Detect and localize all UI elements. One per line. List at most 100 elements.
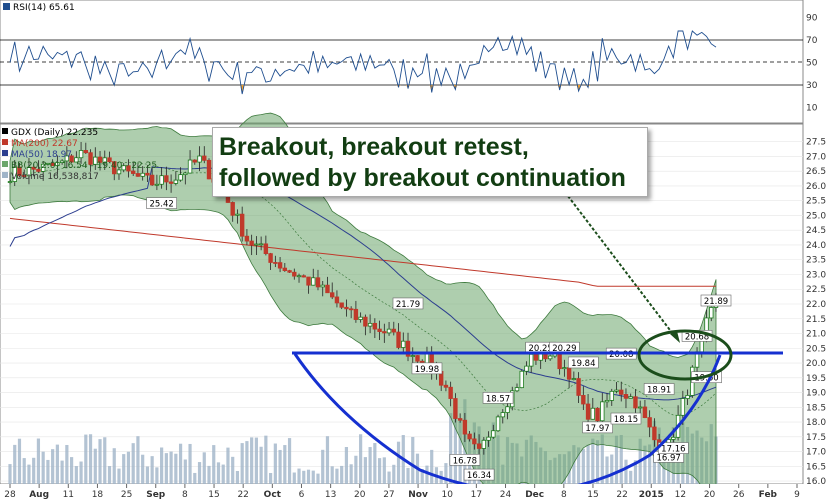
price-label-box [700,294,732,307]
bollinger-mid-line [9,162,717,416]
rsi-tick: 10 [806,104,818,114]
volume-bar [586,444,590,484]
candle-body [339,302,344,308]
price-tick: 17.5 [806,433,826,443]
price-tick: 23.0 [806,270,826,280]
price-tick: 17.0 [806,448,826,458]
volume-bar [155,467,159,484]
volume-bar [344,447,349,484]
x-tick-label: 20 [704,490,716,500]
price-label: 19.98 [415,365,439,375]
candle-body [637,406,643,409]
candle-body [40,163,46,172]
volume-bar [368,447,372,484]
price-label: 20.25 [529,344,553,354]
candle-body [562,367,567,370]
candle-body [600,401,605,422]
candle-body [642,406,648,418]
volume-bar [458,419,462,484]
candle-body [93,156,98,165]
volume-bar [174,453,178,484]
price-label: 16.97 [656,453,680,463]
volume-bar [591,438,595,484]
candle-body [505,406,510,413]
volume-bar [103,437,107,484]
price-tick: 22.5 [806,285,826,295]
price-tick: 19.0 [806,389,826,399]
volume-bar [283,445,287,484]
volume-bar [321,449,325,484]
annotation-box: Breakout, breakout retest, followed by b… [212,127,648,197]
volume-bar [79,461,83,484]
date-axis-strip [0,484,833,501]
candle-body [457,418,463,421]
volume-bar [141,454,145,484]
x-tick-label: 15 [587,490,598,500]
volume-bar [605,456,609,484]
candle-body [83,150,89,154]
candle-body [296,275,302,278]
volume-bar [150,456,154,484]
candle-body [192,159,197,163]
volume-bar [292,472,296,484]
candle-body [571,378,577,380]
candle-body [524,365,529,372]
volume-bar [112,448,116,484]
volume-bar [93,448,97,484]
price-label: 16.78 [453,456,477,466]
price-label-box [568,356,599,369]
volume-bar [22,458,26,484]
legend: GDX (Daily) 22.235 MA(200) 22.67 MA(50) … [2,128,157,182]
candle-body [448,386,453,399]
volume-bar [164,453,168,484]
volume-bar [340,465,344,484]
candle-body [320,284,325,288]
annotation-line-1: Breakout, breakout retest, [219,133,529,161]
candle-body [36,168,41,172]
volume-bar [74,466,78,484]
x-tick-label: 11 [63,490,74,500]
candle-body [486,436,491,441]
volume-bar [354,455,358,484]
candle-body [17,166,22,176]
candle-body [353,308,359,320]
volume-bar [311,470,315,484]
candle-body [671,436,676,440]
volume-bar [444,463,448,484]
candle-body [31,166,36,170]
price-tick: 18.5 [806,403,826,413]
candle-body [173,179,179,184]
volume-bar [297,468,301,484]
candle-body [405,340,411,357]
candle-body [102,157,107,163]
candle-body [330,292,335,298]
candle-body [609,390,614,401]
x-tick-label: 20 [354,490,366,500]
volume-bar [46,459,50,484]
volume-bar [629,470,633,484]
x-tick-label: 10 [441,490,453,500]
volume-bar [160,447,164,484]
volume-bar [600,434,604,484]
price-label: 18.15 [614,415,638,425]
candle-body [74,157,79,163]
candle-body [112,161,117,175]
breakout-ellipse [637,329,733,381]
volume-bar [581,448,585,484]
volume-bar [55,444,59,484]
candle-body [168,181,174,184]
candle-body [107,157,112,163]
candle-body [348,308,354,311]
volume-bar [13,444,17,484]
candle-body [519,370,524,389]
volume-bar [392,464,396,484]
candle-body [130,170,136,174]
rsi-tick: 50 [806,59,818,69]
volume-bar [420,469,424,484]
x-tick-label: 8 [561,490,567,500]
candle-body [467,433,472,440]
legend-swatch-volume [2,172,8,178]
candle-body [462,419,468,435]
price-tick: 16.0 [806,477,826,487]
rsi-label: RSI(14) 65.61 [13,3,75,13]
